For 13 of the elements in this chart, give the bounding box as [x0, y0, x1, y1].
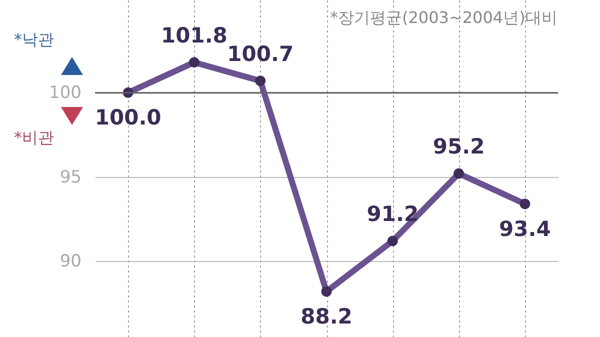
data-label: 88.2	[300, 304, 352, 329]
data-label: 100.0	[94, 106, 162, 130]
data-label: 101.8	[160, 23, 228, 48]
y-tick-label: 100	[49, 83, 82, 104]
text: *낙관	[14, 30, 54, 51]
data-label: 100.7	[227, 42, 294, 66]
y-tick-label: 90	[60, 252, 82, 272]
data-label: 91.2	[366, 202, 419, 226]
text: *비관	[14, 128, 54, 149]
data-label: 95.2	[432, 134, 485, 159]
data-label: 93.4	[499, 216, 551, 241]
annotation: *장기평균(2003~2004년)대비	[330, 8, 558, 29]
y-tick-label: 95	[60, 167, 82, 188]
